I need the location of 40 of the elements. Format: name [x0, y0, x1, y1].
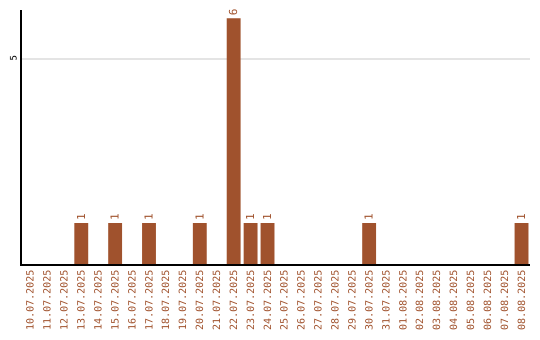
x-tick-label: 28.07.2025	[330, 270, 342, 330]
data-label: 1	[193, 213, 206, 220]
x-tick-label: 04.08.2025	[449, 270, 460, 330]
x-tick-label: 05.08.2025	[466, 270, 477, 330]
x-tick-label: 24.07.2025	[262, 270, 274, 330]
x-tick-label: 15.07.2025	[110, 270, 122, 330]
x-tick-label: 11.07.2025	[42, 270, 54, 330]
x-tick-label: 21.07.2025	[212, 270, 223, 330]
x-tick-label: 22.07.2025	[228, 270, 240, 330]
x-tick-label: 16.07.2025	[127, 270, 138, 330]
data-label: 6	[227, 8, 240, 16]
x-tick-label: 25.07.2025	[280, 270, 291, 330]
data-label: 1	[74, 213, 88, 220]
x-tick-label: 26.07.2025	[296, 270, 308, 330]
x-tick-label: 07.08.2025	[500, 270, 511, 330]
x-tick-label: 08.08.2025	[516, 270, 528, 330]
x-tick-label: 02.08.2025	[415, 270, 426, 330]
data-label: 1	[142, 213, 156, 220]
y-tick-label: 5	[10, 55, 20, 61]
x-tick-label: 17.07.2025	[144, 270, 156, 330]
x-tick-label: 27.07.2025	[314, 270, 325, 330]
x-tick-label: 14.07.2025	[93, 270, 104, 330]
x-tick-label: 31.07.2025	[381, 270, 392, 330]
data-label: 1	[261, 213, 274, 220]
x-tick-label: 06.08.2025	[482, 270, 494, 330]
x-tick-label: 18.07.2025	[161, 270, 172, 330]
data-label: 1	[244, 213, 258, 220]
data-label: 1	[515, 213, 528, 220]
data-label: 1	[362, 213, 376, 220]
x-tick-label: 12.07.2025	[60, 270, 71, 330]
x-tick-label: 01.08.2025	[398, 270, 410, 330]
x-tick-label: 13.07.2025	[76, 270, 88, 330]
x-tick-label: 23.07.2025	[246, 270, 257, 330]
x-tick-label: 19.07.2025	[178, 270, 190, 330]
x-tick-label: 10.07.2025	[26, 270, 37, 330]
x-tick-label: 20.07.2025	[195, 270, 206, 330]
x-tick-label: 29.07.2025	[347, 270, 358, 330]
x-tick-label: 30.07.2025	[364, 270, 376, 330]
x-tick-label: 03.08.2025	[432, 270, 444, 330]
data-label: 1	[108, 213, 122, 220]
